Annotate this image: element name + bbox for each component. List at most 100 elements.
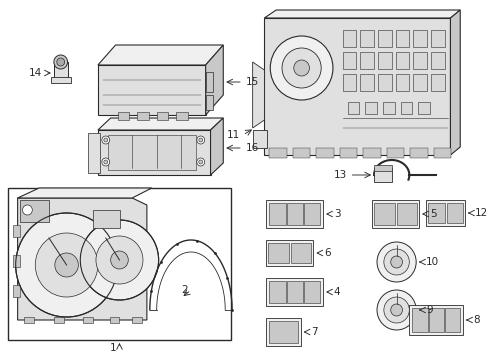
Bar: [132, 317, 142, 323]
Text: 4: 4: [333, 287, 340, 297]
Circle shape: [96, 236, 142, 284]
Bar: [316, 148, 333, 158]
Polygon shape: [98, 65, 205, 115]
Text: 6: 6: [324, 248, 330, 258]
Polygon shape: [98, 118, 223, 130]
Bar: [444, 308, 459, 332]
Bar: [371, 200, 418, 228]
Bar: [373, 168, 391, 182]
Bar: [286, 203, 302, 225]
Polygon shape: [264, 18, 449, 155]
Bar: [377, 74, 391, 91]
Circle shape: [390, 304, 402, 316]
Bar: [54, 317, 63, 323]
Circle shape: [103, 160, 107, 164]
Bar: [395, 30, 408, 47]
Text: 9: 9: [425, 305, 432, 315]
Bar: [303, 281, 320, 303]
Bar: [266, 240, 313, 266]
Bar: [13, 255, 20, 267]
Bar: [396, 203, 416, 225]
Bar: [13, 285, 20, 297]
Bar: [373, 165, 391, 171]
Bar: [382, 102, 394, 114]
Bar: [292, 148, 310, 158]
Bar: [417, 102, 429, 114]
Bar: [430, 52, 444, 69]
Bar: [412, 52, 426, 69]
Bar: [303, 203, 320, 225]
Circle shape: [80, 220, 158, 300]
Polygon shape: [18, 188, 151, 198]
Bar: [433, 148, 450, 158]
Bar: [51, 77, 70, 83]
Bar: [412, 74, 426, 91]
Bar: [156, 112, 168, 120]
Bar: [83, 317, 93, 323]
Bar: [205, 95, 213, 110]
Text: 13: 13: [333, 170, 346, 180]
Text: 8: 8: [472, 315, 479, 325]
Circle shape: [22, 205, 32, 215]
Polygon shape: [449, 10, 459, 155]
Bar: [176, 112, 187, 120]
Bar: [266, 278, 323, 306]
Bar: [117, 112, 129, 120]
Bar: [386, 148, 404, 158]
Bar: [427, 308, 443, 332]
Bar: [269, 281, 285, 303]
Bar: [266, 318, 300, 346]
Polygon shape: [205, 45, 223, 115]
Circle shape: [270, 36, 332, 100]
Bar: [446, 203, 462, 223]
Text: 15: 15: [245, 77, 259, 87]
Bar: [107, 135, 196, 170]
Bar: [109, 317, 119, 323]
Bar: [395, 52, 408, 69]
Bar: [427, 203, 444, 223]
Bar: [425, 200, 464, 226]
Circle shape: [57, 58, 64, 66]
Bar: [290, 243, 311, 263]
Circle shape: [55, 253, 78, 277]
Circle shape: [282, 48, 321, 88]
Text: 10: 10: [425, 257, 438, 267]
Bar: [205, 72, 213, 92]
Bar: [395, 74, 408, 91]
Bar: [93, 210, 120, 228]
Circle shape: [199, 138, 203, 142]
Text: 14: 14: [29, 68, 42, 78]
Circle shape: [376, 290, 415, 330]
Bar: [363, 148, 380, 158]
Bar: [88, 133, 100, 173]
Circle shape: [383, 249, 408, 275]
Bar: [54, 62, 67, 80]
Bar: [342, 52, 356, 69]
Text: 12: 12: [474, 208, 487, 218]
Polygon shape: [210, 118, 223, 175]
Polygon shape: [264, 10, 459, 18]
Bar: [365, 102, 376, 114]
Bar: [412, 30, 426, 47]
Bar: [411, 308, 427, 332]
Text: 11: 11: [226, 130, 240, 140]
Bar: [269, 148, 286, 158]
Bar: [409, 148, 427, 158]
Text: 16: 16: [245, 143, 259, 153]
Bar: [342, 74, 356, 91]
Text: 3: 3: [333, 209, 340, 219]
Bar: [408, 305, 462, 335]
Bar: [377, 52, 391, 69]
Circle shape: [54, 55, 67, 69]
Bar: [347, 102, 359, 114]
Polygon shape: [98, 130, 210, 175]
Text: 7: 7: [311, 327, 317, 337]
Bar: [360, 74, 373, 91]
Bar: [342, 30, 356, 47]
Bar: [430, 74, 444, 91]
Bar: [24, 317, 34, 323]
Bar: [268, 243, 288, 263]
Bar: [377, 30, 391, 47]
Polygon shape: [252, 62, 264, 128]
Bar: [269, 321, 297, 343]
